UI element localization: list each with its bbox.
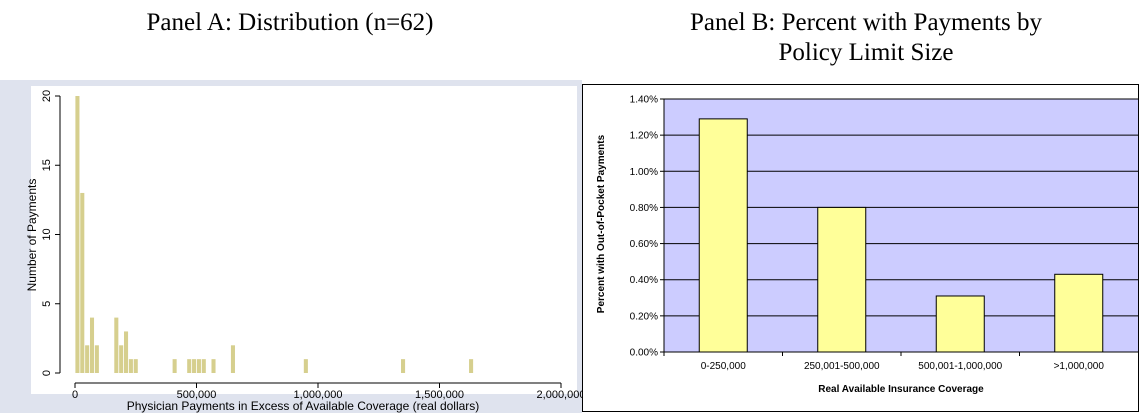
y-tick-label: 0.00% xyxy=(630,348,658,359)
y-tick-label: 0.40% xyxy=(630,275,658,286)
x-tick-label: 2,000,000 xyxy=(537,389,582,401)
y-tick-label: 1.20% xyxy=(630,131,658,142)
y-tick-label: 1.40% xyxy=(630,95,658,106)
histogram-bar xyxy=(303,359,308,373)
histogram-bar xyxy=(187,359,192,373)
y-tick-label: 20 xyxy=(41,90,53,102)
y-tick-label: 0 xyxy=(41,370,53,376)
x-axis-title: Physician Payments in Excess of Availabl… xyxy=(127,399,480,413)
histogram-bar xyxy=(469,359,474,373)
histogram-bar xyxy=(201,359,206,373)
histogram-bar xyxy=(89,317,95,373)
bar-chart: 0.00% 0.20% 0.40% 0.60% 0.80% 1.00% 1.20% 1.40%… xyxy=(582,84,1139,412)
panel-b-title: Panel B: Percent with Payments by Policy… xyxy=(590,8,1142,68)
histogram-bar xyxy=(196,359,201,373)
x-tick-label: 1,000,000 xyxy=(294,389,343,401)
x-tick-label: 1,500,000 xyxy=(415,389,464,401)
y-tick-label: 0.20% xyxy=(630,311,658,322)
x-axis-title: Real Available Insurance Coverage xyxy=(818,384,984,395)
x-tick-label: 500,000 xyxy=(177,389,217,401)
histogram-bar xyxy=(192,359,197,373)
histogram-bar xyxy=(94,345,99,373)
y-tick-label: 5 xyxy=(41,301,53,307)
bar xyxy=(1054,273,1104,353)
histogram-bar xyxy=(133,359,138,373)
histogram-bar xyxy=(75,96,80,373)
panel-a-title: Panel A: Distribution (n=62) xyxy=(146,9,434,36)
panel-b-title-line1: Panel B: Percent with Payments by xyxy=(689,9,1043,36)
histogram-chart: 0 5 10 15 20 0 500,000 1,000,000 1,500,000 2,000,… xyxy=(0,80,582,413)
bar xyxy=(817,206,867,353)
x-tick-label: 0-250,000 xyxy=(701,361,746,372)
plot-area xyxy=(31,86,577,394)
histogram-bar xyxy=(401,359,406,373)
y-tick-label: 0.80% xyxy=(630,203,658,214)
y-tick-label: 1.00% xyxy=(630,167,658,178)
histogram-bar xyxy=(114,317,119,373)
histogram-bar xyxy=(128,359,133,373)
histogram-bar xyxy=(85,345,90,373)
y-tick-label: 10 xyxy=(41,228,53,240)
y-axis-title: Percent with Out-of-Pocket Payments xyxy=(596,134,607,313)
histogram-bar xyxy=(230,345,235,373)
histogram-bar xyxy=(211,359,216,373)
histogram-bar xyxy=(119,345,124,373)
panel-b-title-line2: Policy Limit Size xyxy=(778,39,954,66)
x-tick-label: 500,001-1,000,000 xyxy=(918,361,1002,372)
x-tick-label: >1,000,000 xyxy=(1054,361,1105,372)
x-tick-label: 250,001-500,000 xyxy=(804,361,880,372)
bar xyxy=(698,118,748,353)
x-tick-label: 0 xyxy=(72,389,78,401)
y-tick-label: 15 xyxy=(41,159,53,171)
y-tick-label: 0.60% xyxy=(630,239,658,250)
y-axis-title: Number of Payments xyxy=(25,179,39,292)
bar xyxy=(935,295,985,353)
histogram-bar xyxy=(172,359,177,373)
histogram-bar xyxy=(80,192,85,373)
histogram-bar xyxy=(124,331,129,373)
